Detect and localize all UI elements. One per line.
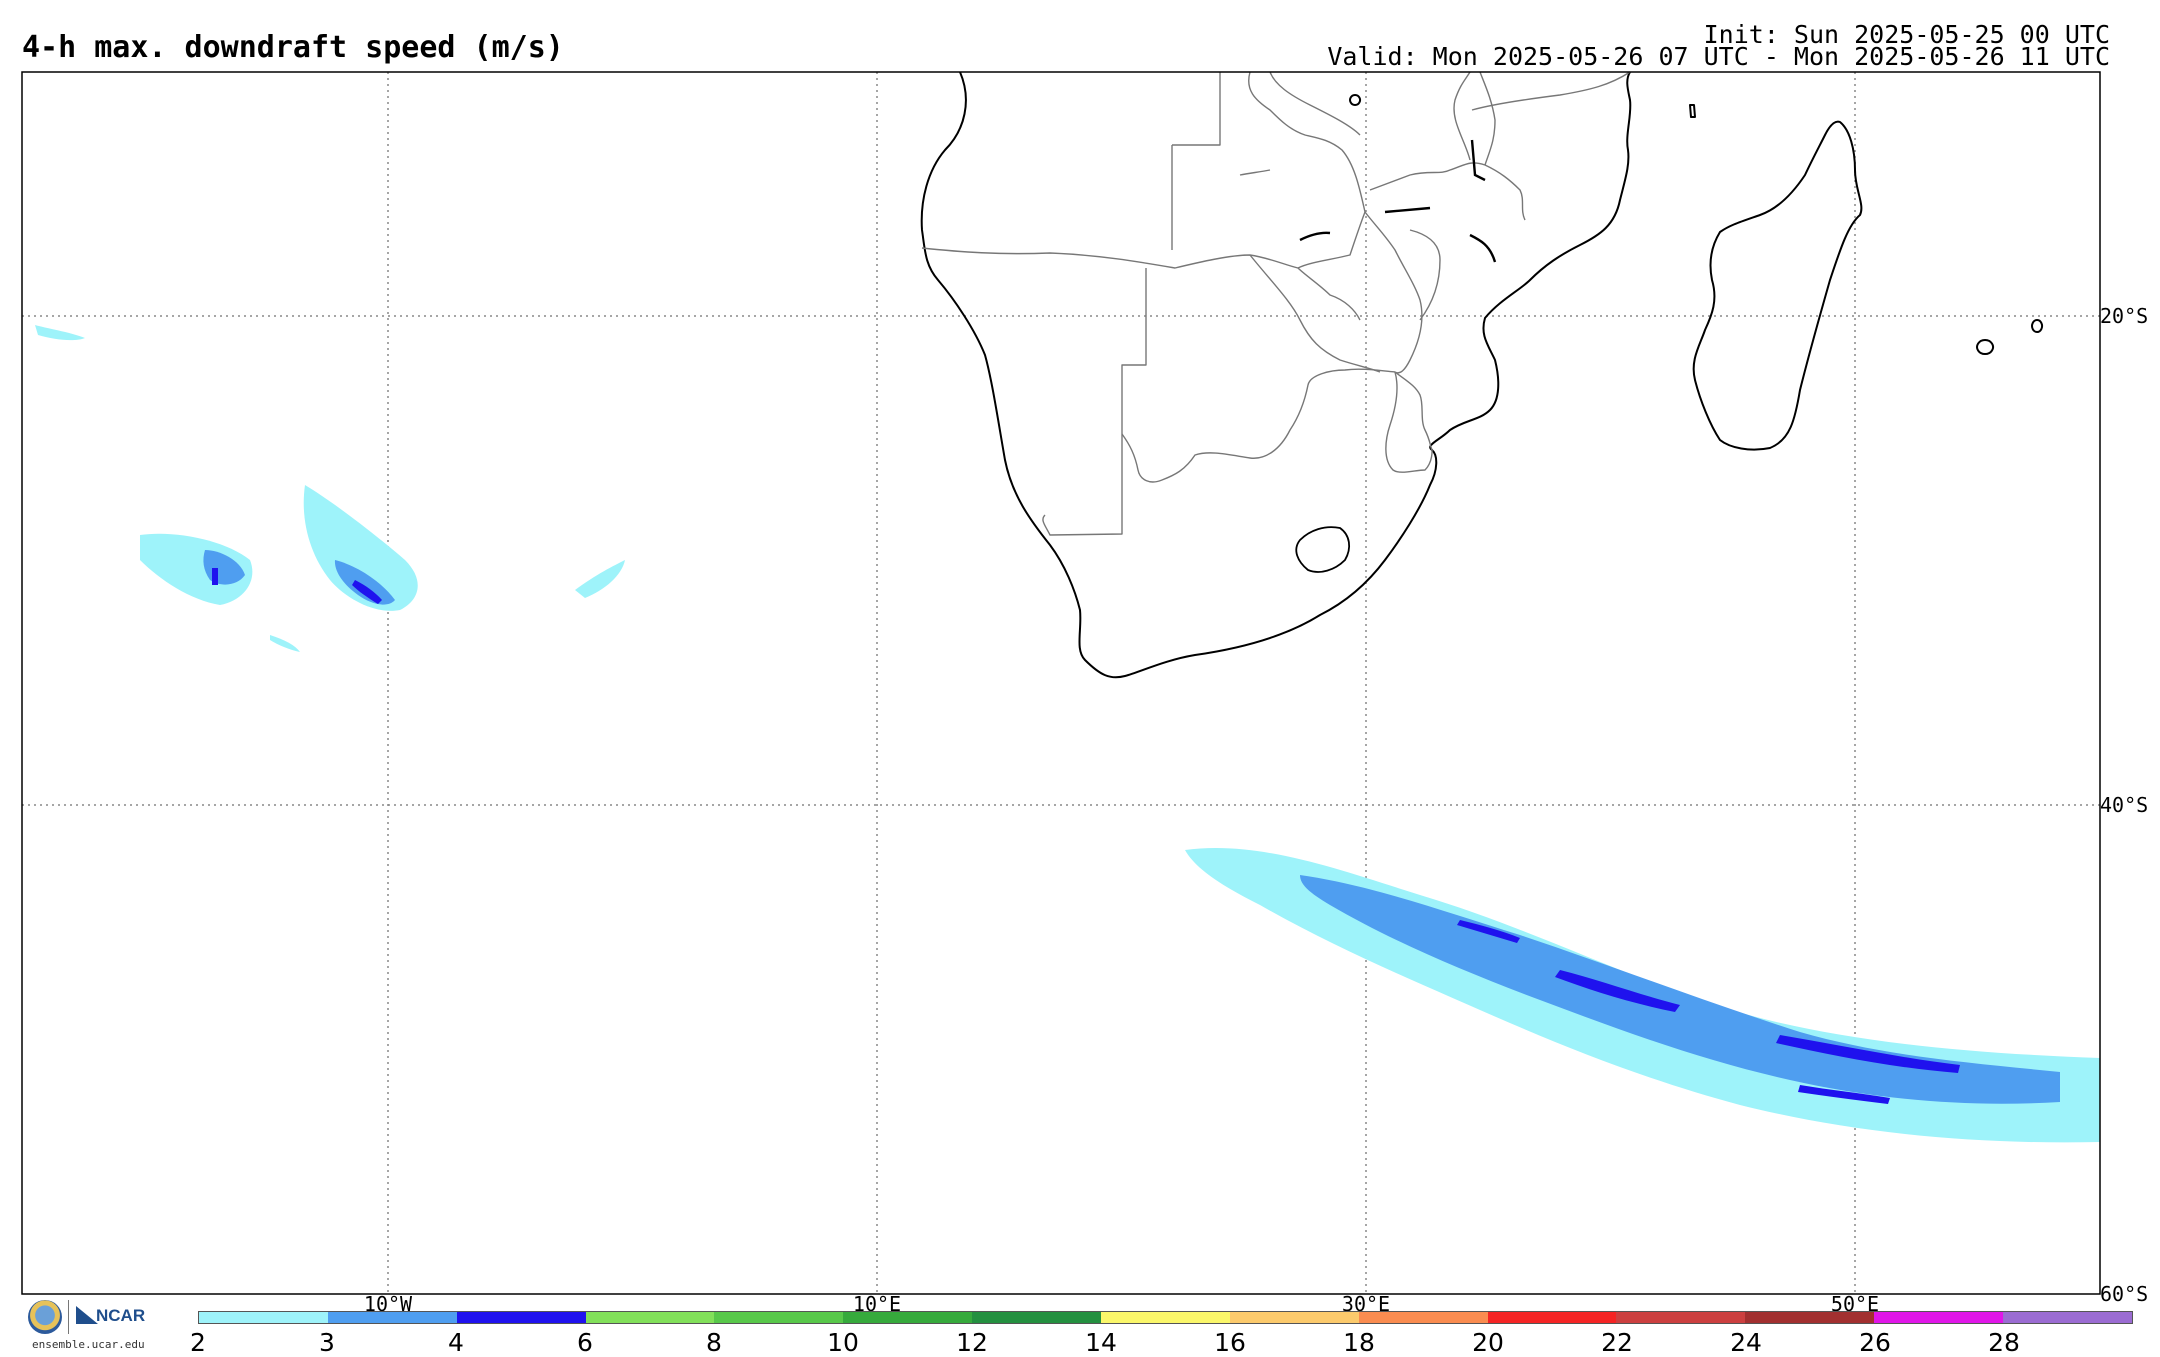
colorbar-segment bbox=[1487, 1312, 1617, 1323]
colorbar-tick-label: 10 bbox=[827, 1328, 859, 1357]
logo-url: ensemble.ucar.edu bbox=[32, 1338, 145, 1351]
colorbar-tick-label: 26 bbox=[1859, 1328, 1891, 1357]
colorbar-tick-label: 4 bbox=[448, 1328, 464, 1357]
colorbar-segment bbox=[456, 1312, 586, 1323]
valid-time-range: Valid: Mon 2025-05-26 07 UTC - Mon 2025-… bbox=[1327, 42, 2110, 71]
colorbar-tick-label: 6 bbox=[577, 1328, 593, 1357]
ncar-mark-icon bbox=[76, 1306, 98, 1324]
colorbar-tick-label: 12 bbox=[956, 1328, 988, 1357]
colorbar-segment bbox=[1874, 1312, 2004, 1323]
colorbar-tick-label: 16 bbox=[1214, 1328, 1246, 1357]
nsf-ncar-logo: NCAR ensemble.ucar.edu bbox=[24, 1298, 154, 1351]
lakes bbox=[1299, 139, 1497, 263]
coastline bbox=[920, 71, 2044, 679]
lat-label-40s: 40°S bbox=[2100, 793, 2149, 817]
init-time: Init: Sun 2025-05-25 00 UTC bbox=[1703, 20, 2110, 49]
colorbar-segment bbox=[1616, 1312, 1746, 1323]
colorbar-segment bbox=[1745, 1312, 1875, 1323]
lat-label-60s: 60°S bbox=[2100, 1282, 2149, 1306]
colorbar-segment bbox=[2003, 1312, 2132, 1323]
colorbar-tick-label: 28 bbox=[1988, 1328, 2020, 1357]
colorbar bbox=[198, 1311, 2133, 1324]
colorbar-segment bbox=[327, 1312, 457, 1323]
graticule bbox=[22, 72, 2100, 1294]
map-title: 4-h max. downdraft speed (m/s) bbox=[22, 30, 564, 65]
downdraft-cluster-atlantic bbox=[35, 325, 625, 652]
colorbar-segment bbox=[1229, 1312, 1359, 1323]
colorbar-tick-label: 8 bbox=[706, 1328, 722, 1357]
colorbar-segment bbox=[1358, 1312, 1488, 1323]
colorbar-segment bbox=[199, 1312, 328, 1323]
downdraft-band-south bbox=[1185, 848, 2100, 1143]
colorbar-segment bbox=[843, 1312, 973, 1323]
ncar-wordmark: NCAR bbox=[96, 1306, 146, 1325]
colorbar-tick-label: 24 bbox=[1730, 1328, 1762, 1357]
nsf-seal-icon bbox=[28, 1300, 62, 1334]
lesotho-outline bbox=[1295, 526, 1351, 573]
colorbar-tick-label: 3 bbox=[319, 1328, 335, 1357]
lat-label-20s: 20°S bbox=[2100, 304, 2149, 328]
map-frame bbox=[21, 71, 2101, 1295]
colorbar-tick-label: 18 bbox=[1343, 1328, 1375, 1357]
colorbar-tick-label: 14 bbox=[1085, 1328, 1117, 1357]
colorbar-tick-label: 20 bbox=[1472, 1328, 1504, 1357]
colorbar-tick-label: 22 bbox=[1601, 1328, 1633, 1357]
colorbar-tick-label: 2 bbox=[190, 1328, 206, 1357]
country-borders bbox=[921, 71, 1631, 536]
colorbar-segment bbox=[972, 1312, 1102, 1323]
colorbar-segment bbox=[714, 1312, 844, 1323]
colorbar-segment bbox=[1101, 1312, 1230, 1323]
colorbar-segment bbox=[585, 1312, 715, 1323]
